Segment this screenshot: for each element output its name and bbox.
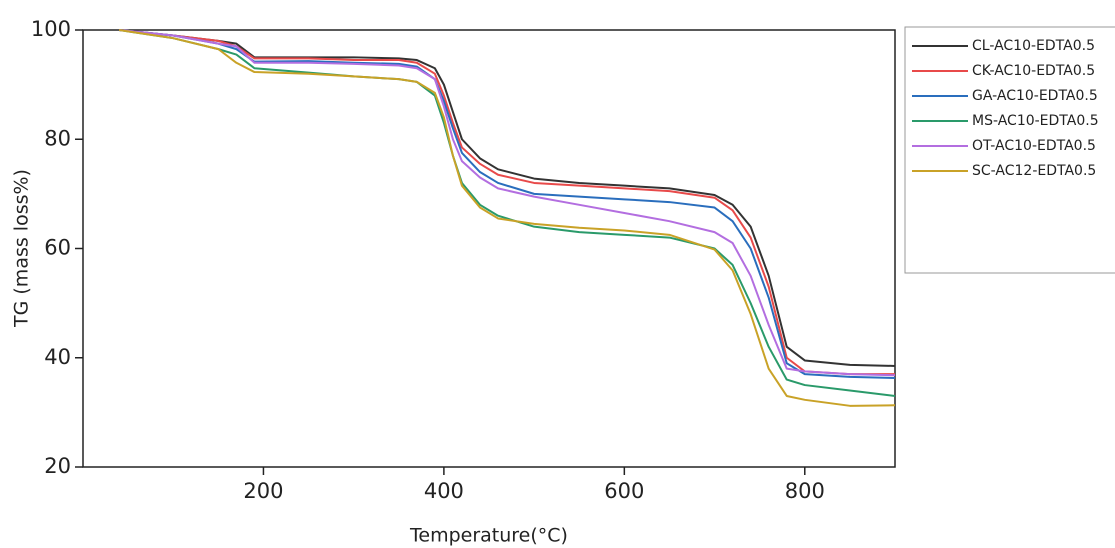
legend-label: SC-AC12-EDTA0.5 (972, 163, 1096, 179)
x-tick-label: 200 (243, 479, 283, 503)
series-line (118, 29, 896, 407)
x-axis-label: Temperature(°C) (409, 525, 568, 547)
legend-box (904, 26, 1115, 274)
series-line (118, 29, 895, 376)
y-tick-label: 80 (44, 126, 71, 150)
plot-frame (82, 29, 896, 468)
series-line (118, 29, 896, 377)
x-tick-label: 400 (424, 479, 464, 503)
series-line (118, 29, 896, 397)
legend-label: MS-AC10-EDTA0.5 (972, 113, 1099, 129)
y-tick-label: 20 (44, 454, 71, 478)
series-line (118, 29, 896, 367)
legend-label: GA-AC10-EDTA0.5 (972, 88, 1098, 104)
legend-label: CL-AC10-EDTA0.5 (972, 38, 1095, 54)
y-tick-label: 40 (44, 345, 71, 369)
legend-label: CK-AC10-EDTA0.5 (972, 63, 1095, 79)
y-axis-label: TG (mass loss%) (11, 169, 33, 328)
y-tick-label: 60 (44, 236, 71, 260)
x-tick-label: 800 (785, 479, 825, 503)
series-line (118, 29, 896, 379)
legend-label: OT-AC10-EDTA0.5 (972, 138, 1096, 154)
y-tick-label: 100 (31, 17, 71, 41)
x-tick-label: 600 (604, 479, 644, 503)
